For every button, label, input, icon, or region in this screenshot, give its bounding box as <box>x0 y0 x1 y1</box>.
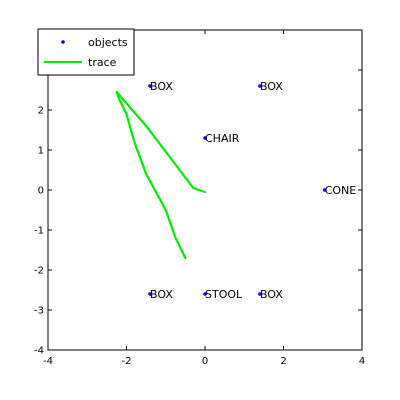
trace-line <box>115 90 207 260</box>
legend-objects-label: objects <box>88 36 128 49</box>
object-label: BOX <box>150 80 173 93</box>
x-tick-label: 4 <box>359 356 365 367</box>
plot-area <box>47 29 363 351</box>
object-point <box>258 292 262 296</box>
object-label: CONE <box>325 184 357 197</box>
object-point <box>148 84 152 88</box>
legend: objects trace <box>37 28 135 76</box>
object-point <box>258 84 262 88</box>
x-tick-label: -2 <box>122 356 132 367</box>
object-label: BOX <box>260 288 283 301</box>
x-tick-label: 2 <box>280 356 286 367</box>
object-label: BOX <box>150 288 173 301</box>
x-tick-label: -4 <box>43 356 53 367</box>
y-tick-label: -4 <box>34 346 44 357</box>
legend-box <box>37 28 135 76</box>
object-label: STOOL <box>205 288 243 301</box>
object-point <box>148 292 152 296</box>
y-tick-label: -2 <box>34 266 44 277</box>
object-point <box>203 292 207 296</box>
y-tick-label: -3 <box>34 306 44 317</box>
object-point <box>203 136 207 140</box>
x-tick-label: 0 <box>202 356 208 367</box>
y-tick-label: 2 <box>38 106 44 117</box>
objects-layer: BOX BOX CHAIR CONE BOX STOOL BOX <box>148 80 356 301</box>
object-point <box>322 188 327 192</box>
object-label: CHAIR <box>205 132 240 145</box>
legend-trace-label: trace <box>88 56 117 69</box>
trace-layer <box>115 90 207 260</box>
y-tick-label: 0 <box>38 186 44 197</box>
y-tick-label: 1 <box>38 146 44 157</box>
object-label: BOX <box>260 80 283 93</box>
y-tick-label: -1 <box>34 226 44 237</box>
legend-objects-marker <box>61 40 65 44</box>
